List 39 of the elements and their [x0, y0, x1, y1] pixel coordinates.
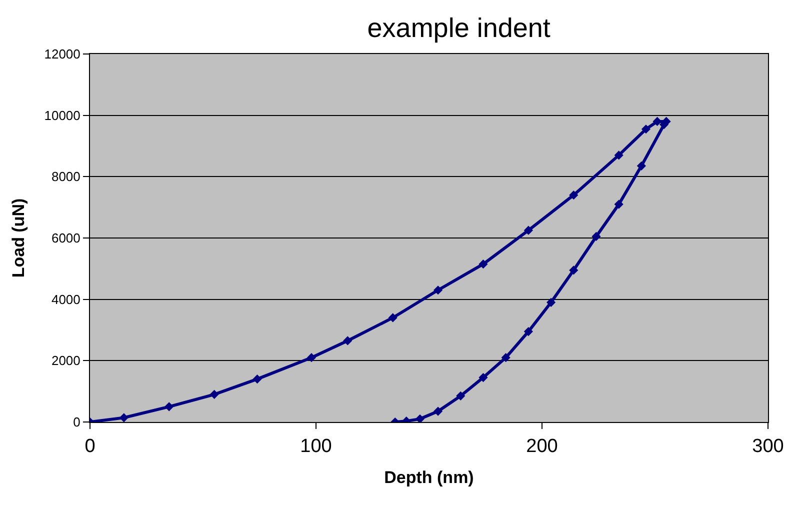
- y-axis-title: Load (uN): [8, 198, 28, 278]
- y-tick-label: 12000: [44, 46, 80, 62]
- y-tick-label: 2000: [51, 353, 80, 368]
- y-tick-label: 4000: [51, 292, 80, 307]
- point: [210, 390, 219, 399]
- point: [641, 124, 651, 134]
- point: [433, 286, 443, 295]
- point: [614, 200, 624, 209]
- point: [343, 336, 352, 346]
- point: [388, 313, 398, 322]
- point: [456, 391, 466, 400]
- point: [524, 326, 533, 336]
- point: [546, 298, 556, 307]
- x-tick-label: 0: [84, 436, 96, 457]
- point: [652, 116, 662, 126]
- point: [415, 414, 425, 422]
- point: [524, 226, 533, 235]
- point: [478, 372, 488, 382]
- point: [252, 374, 262, 384]
- point: [614, 150, 624, 160]
- y-tick-label: 10000: [44, 108, 80, 123]
- point: [306, 353, 316, 362]
- point: [478, 260, 488, 269]
- y-tick-label: 0: [73, 414, 80, 430]
- y-tick-label: 8000: [51, 169, 80, 184]
- x-tick-label: 300: [752, 436, 784, 457]
- point: [569, 190, 578, 200]
- x-tick-label: 100: [300, 436, 332, 457]
- point: [164, 402, 174, 412]
- point: [636, 161, 646, 170]
- point: [501, 353, 510, 362]
- point: [433, 406, 443, 416]
- x-tick-label: 200: [526, 436, 558, 457]
- y-tick-label: 6000: [51, 230, 80, 246]
- point: [569, 266, 578, 275]
- point: [592, 232, 601, 242]
- chart-title: example indent: [367, 13, 551, 44]
- point: [119, 413, 128, 422]
- x-axis-title: Depth (nm): [384, 468, 474, 488]
